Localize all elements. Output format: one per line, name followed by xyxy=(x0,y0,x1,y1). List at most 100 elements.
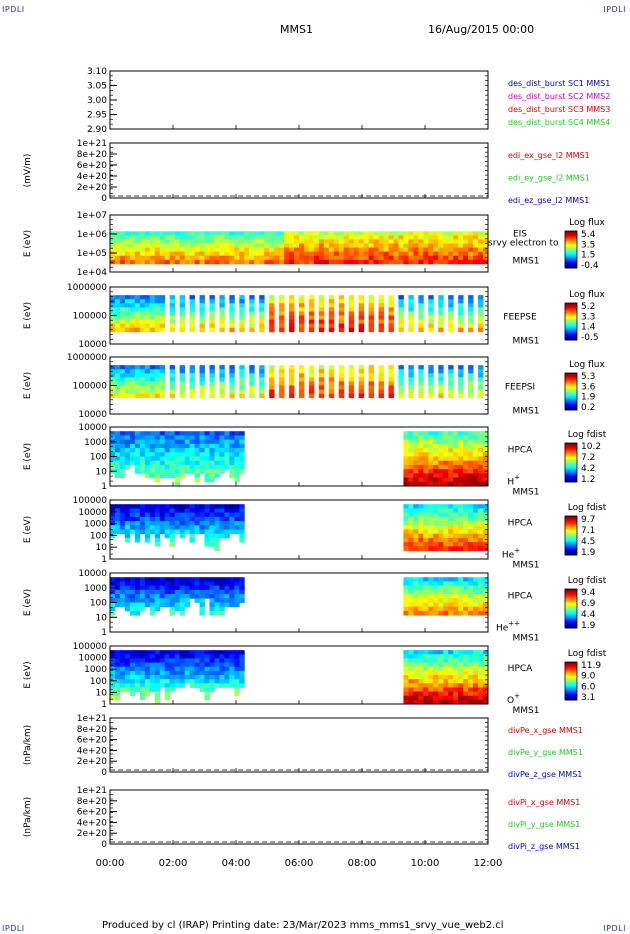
spectrogram-cell xyxy=(229,464,235,470)
spectrogram-cell xyxy=(338,389,345,395)
spectrogram-cell xyxy=(433,521,439,526)
spectrogram-cell xyxy=(448,247,454,253)
spectrogram-cell xyxy=(259,373,265,378)
colorbar-tick-label: 5.2 xyxy=(581,302,595,312)
spectrogram-cell xyxy=(323,259,330,265)
spectrogram-cell xyxy=(458,303,464,308)
spectrogram-cell xyxy=(328,373,335,378)
spectrogram-cell xyxy=(114,525,121,530)
colorbar-segment xyxy=(565,445,577,448)
spectrogram-cell xyxy=(453,512,459,518)
spectrogram-cell xyxy=(368,247,374,253)
spectrogram-cell xyxy=(458,581,464,587)
spectrogram-cell xyxy=(204,247,210,253)
spectrogram-cell xyxy=(423,546,429,551)
spectrogram-cell xyxy=(184,594,190,599)
spectrogram-cell xyxy=(204,477,210,483)
spectrogram-cell xyxy=(159,323,166,329)
spectrogram-cell xyxy=(438,473,444,478)
colorbar-segment xyxy=(565,552,577,555)
spectrogram-cell xyxy=(119,687,126,692)
spectrogram-cell xyxy=(308,235,315,240)
spectrogram-cell xyxy=(418,602,424,608)
spectrogram-cell xyxy=(423,481,429,487)
spectrogram-cell xyxy=(164,443,171,449)
spectrogram-cell xyxy=(284,243,290,248)
spectrogram-cell xyxy=(139,602,146,608)
spectrogram-cell xyxy=(478,679,484,684)
spectrogram-cell xyxy=(179,581,185,587)
spectrogram-cell xyxy=(428,585,434,591)
spectrogram-cell xyxy=(249,369,255,374)
spectrogram-cell xyxy=(323,239,330,244)
spectrogram-cell xyxy=(194,666,200,672)
colorbar-segment xyxy=(565,265,577,268)
spectrogram-cell xyxy=(214,435,220,441)
spectrogram-cell xyxy=(433,546,439,551)
spectrogram-cell xyxy=(189,581,195,587)
spectrogram-cell xyxy=(204,469,210,474)
spectrogram-cell xyxy=(328,315,335,320)
spectrogram-cell xyxy=(393,239,399,244)
spectrogram-cell xyxy=(124,675,131,680)
spectrogram-cell xyxy=(433,687,439,692)
spectrogram-cell xyxy=(468,687,474,692)
spectrogram-cell xyxy=(169,537,176,543)
spectrogram-cell xyxy=(204,650,210,655)
spectrogram-cell xyxy=(209,243,215,248)
spectrogram-cell xyxy=(308,315,315,320)
spectrogram-cell xyxy=(269,247,275,253)
spectrogram-cell xyxy=(224,456,230,462)
spectrogram-cell xyxy=(468,439,474,445)
spectrogram-cell xyxy=(234,431,240,436)
spectrogram-cell xyxy=(478,255,484,261)
spectrogram-cell xyxy=(139,585,146,591)
spectrogram-cell xyxy=(219,319,225,325)
spectrogram-cell xyxy=(348,259,355,265)
spectrogram-cell xyxy=(164,512,171,518)
spectrogram-cell xyxy=(408,443,414,449)
spectrogram-cell xyxy=(279,295,285,300)
spectrogram-cell xyxy=(164,679,171,684)
y-tick-label: 2.95 xyxy=(87,111,107,121)
spectrogram-cell xyxy=(403,598,409,603)
spectrogram-cell xyxy=(473,477,479,483)
spectrogram-cell xyxy=(209,658,215,663)
spectrogram-cell xyxy=(468,460,474,466)
spectrogram-cell xyxy=(348,385,355,390)
spectrogram-cell xyxy=(438,610,444,616)
spectrogram-cell xyxy=(348,299,355,304)
spectrogram-cell xyxy=(114,585,121,591)
spectrogram-cell xyxy=(423,255,429,261)
spectrogram-cell xyxy=(348,239,355,244)
spectrogram-cell xyxy=(483,695,489,701)
spectrogram-cell xyxy=(448,259,454,265)
spectrogram-cell xyxy=(433,456,439,462)
spectrogram-cell xyxy=(408,385,414,390)
colorbar-segment xyxy=(565,465,577,467)
spectrogram-cell xyxy=(398,377,404,382)
spectrogram-cell xyxy=(403,431,409,436)
spectrogram-cell xyxy=(124,602,131,608)
spectrogram-cell xyxy=(139,512,146,518)
spectrogram-cell xyxy=(129,525,136,530)
spectrogram-cell xyxy=(149,675,156,680)
spectrogram-cell xyxy=(224,247,230,253)
spectrogram-cell xyxy=(129,247,136,253)
spectrogram-cell xyxy=(154,323,161,329)
spectrogram-cell xyxy=(184,512,190,518)
colorbar-segment xyxy=(565,696,577,698)
spectrogram-cell xyxy=(453,581,459,587)
spectrogram-cell xyxy=(289,323,295,329)
colorbar-segment xyxy=(565,675,577,678)
spectrogram-cell xyxy=(149,239,156,244)
spectrogram-cell xyxy=(234,658,240,663)
spectrogram-cell xyxy=(478,456,484,462)
series-legend-label: edi_ez_gse_l2 MMS1 xyxy=(508,196,589,205)
spectrogram-cell xyxy=(443,469,449,474)
spectrogram-cell xyxy=(199,662,205,668)
spectrogram-cell xyxy=(453,533,459,539)
spectrogram-cell xyxy=(209,473,215,478)
spectrogram-cell xyxy=(149,307,156,312)
spectrogram-cell xyxy=(423,460,429,466)
